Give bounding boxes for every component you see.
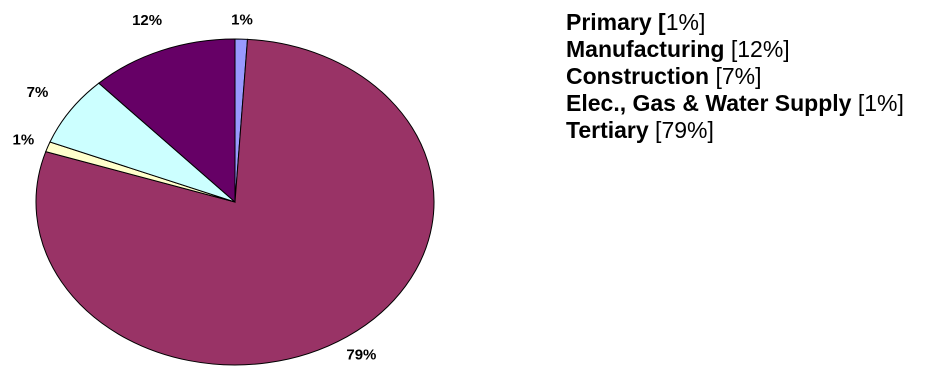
pie-slices (35, 38, 435, 366)
data-label-primary: 1% (231, 12, 253, 29)
data-label-tertiary: 79% (346, 346, 376, 363)
pie-data-labels: 1% 79% 1% 7% 12% (13, 12, 377, 364)
legend: Primary [1%] Manufacturing [12%] Construct… (566, 9, 936, 144)
legend-name: Elec., Gas & Water Supply (566, 90, 852, 116)
legend-entry-manufacturing: Manufacturing [12%] (566, 36, 936, 63)
legend-name: Tertiary (566, 117, 649, 143)
data-label-elec-gas-water-supply: 1% (13, 132, 35, 149)
legend-value: [12%] (724, 36, 790, 62)
legend-entry-primary: Primary [1%] (566, 9, 936, 36)
data-label-manufacturing: 12% (132, 12, 162, 29)
data-label-construction: 7% (27, 84, 49, 101)
legend-value: 1%] (665, 9, 706, 35)
legend-entry-construction: Construction [7%] (566, 63, 936, 90)
legend-value: [7%] (709, 63, 762, 89)
legend-value: [79%] (648, 117, 714, 143)
pie-slice-manufacturing (97, 38, 236, 204)
legend-name: Construction (566, 63, 710, 89)
legend-name: Manufacturing (566, 36, 725, 62)
legend-entry-tertiary: Tertiary [79%] (566, 117, 936, 144)
legend-name: Primary [ (566, 9, 666, 35)
legend-entry-elec-gas-water-supply: Elec., Gas & Water Supply [1%] (566, 90, 936, 117)
legend-value: [1%] (851, 90, 904, 116)
